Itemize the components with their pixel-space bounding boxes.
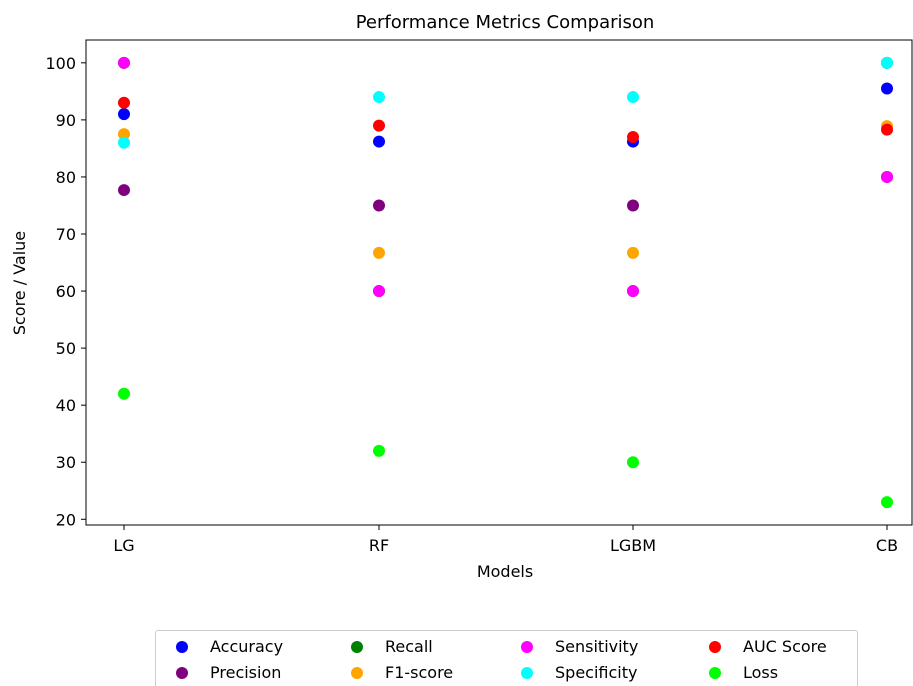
x-axis: LG RF LGBM CB xyxy=(113,525,898,555)
point-specificity xyxy=(373,91,385,104)
point-loss xyxy=(373,444,385,457)
point-loss xyxy=(881,496,893,509)
y-tick-label: 50 xyxy=(56,339,76,358)
legend-marker xyxy=(351,666,363,679)
point-specificity xyxy=(118,136,130,149)
y-tick-label: 100 xyxy=(45,54,76,73)
point-specificity xyxy=(627,91,639,104)
x-tick-label: RF xyxy=(369,536,389,555)
point-f1-score xyxy=(373,246,385,259)
legend-item: Loss xyxy=(709,663,778,682)
y-tick-label: 60 xyxy=(56,282,76,301)
point-sensitivity xyxy=(881,170,893,183)
legend-item: AUC Score xyxy=(709,637,827,656)
y-tick-label: 30 xyxy=(56,453,76,472)
y-tick-label: 70 xyxy=(56,225,76,244)
legend-label: Precision xyxy=(210,663,282,682)
point-auc-score xyxy=(373,119,385,132)
legend-marker xyxy=(521,666,533,679)
point-precision xyxy=(627,199,639,212)
legend-marker xyxy=(351,640,363,653)
y-tick-label: 20 xyxy=(56,510,76,529)
point-accuracy xyxy=(881,82,893,95)
y-tick-label: 40 xyxy=(56,396,76,415)
x-axis-label: Models xyxy=(477,562,533,581)
point-auc-score xyxy=(881,123,893,136)
point-sensitivity xyxy=(118,56,130,69)
point-accuracy xyxy=(373,135,385,148)
x-tick-label: CB xyxy=(876,536,898,555)
legend-label: Recall xyxy=(385,637,433,656)
point-f1-score xyxy=(118,128,130,141)
legend-item: Recall xyxy=(351,637,433,656)
plot-area xyxy=(85,39,913,526)
y-tick-label: 90 xyxy=(56,111,76,130)
legend-label: AUC Score xyxy=(743,637,827,656)
legend-label: Loss xyxy=(743,663,779,682)
data-points xyxy=(118,56,893,509)
legend-label: Specificity xyxy=(555,663,638,682)
legend: Accuracy Precision Recall F1-score Sensitivi… xyxy=(155,630,858,686)
point-sensitivity xyxy=(627,285,639,298)
point-precision xyxy=(118,184,130,197)
point-loss xyxy=(627,456,639,469)
point-auc-score xyxy=(627,131,639,143)
x-tick-label: LG xyxy=(113,536,134,555)
chart-title: Performance Metrics Comparison xyxy=(356,12,655,33)
legend-label: Sensitivity xyxy=(555,637,639,656)
legend-marker xyxy=(521,640,533,653)
legend-label: Accuracy xyxy=(210,637,284,656)
legend-label: F1-score xyxy=(385,663,454,682)
y-axis: 20 30 40 50 60 70 80 90 100 xyxy=(45,54,86,529)
legend-item: Precision xyxy=(176,663,281,682)
point-specificity xyxy=(881,56,893,69)
legend-marker xyxy=(709,666,721,679)
point-sensitivity xyxy=(373,285,385,298)
legend-marker xyxy=(176,640,188,653)
point-auc-score xyxy=(118,96,130,109)
y-axis-label: Score / Value xyxy=(10,231,29,335)
legend-item: Accuracy xyxy=(176,637,283,656)
y-tick-label: 80 xyxy=(56,168,76,187)
point-accuracy xyxy=(118,108,130,121)
x-tick-label: LGBM xyxy=(610,536,656,555)
point-precision xyxy=(373,199,385,212)
legend-item: Specificity xyxy=(521,663,637,682)
point-loss xyxy=(118,387,130,400)
legend-item: Sensitivity xyxy=(521,637,638,656)
legend-item: F1-score xyxy=(351,663,453,682)
point-f1-score xyxy=(627,246,639,259)
legend-marker xyxy=(709,640,721,653)
chart: Performance Metrics Comparison 20 30 40 50 6… xyxy=(10,12,913,581)
legend-marker xyxy=(176,666,188,679)
